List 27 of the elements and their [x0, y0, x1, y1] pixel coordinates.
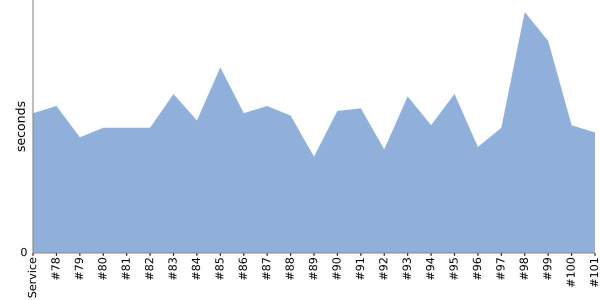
x-tick-label: #80: [98, 258, 106, 280]
x-tick-label: #82: [144, 258, 154, 280]
x-tick-label: #86: [238, 258, 247, 280]
x-tick-label: #101: [590, 258, 598, 287]
x-tick-label: Service: [28, 258, 36, 298]
x-tick-label: #94: [426, 258, 434, 280]
x-tick-label: #90: [332, 258, 341, 280]
x-tick-label: #99: [542, 258, 552, 280]
x-tick-label: #78: [51, 258, 60, 280]
x-tick-label: #96: [472, 258, 482, 280]
x-tick-label: #83: [168, 258, 177, 280]
x-tick-label: #79: [74, 258, 84, 280]
x-tick-label: #88: [285, 258, 294, 280]
y-axis-title: seconds: [15, 102, 26, 152]
x-tick-label: #81: [121, 258, 130, 280]
x-tick-label: #95: [449, 258, 458, 280]
x-tick-label: #92: [379, 258, 388, 280]
x-tick-label: #89: [308, 258, 318, 280]
x-tick-label: #97: [496, 258, 505, 280]
x-tick-label: #93: [402, 258, 411, 280]
text: 0: [21, 248, 27, 256]
x-tick-label: #85: [215, 258, 224, 280]
x-tick-label: #84: [192, 258, 200, 280]
x-tick-label: #100: [566, 258, 575, 287]
x-tick-label: #98: [520, 258, 528, 280]
x-tick-label: #87: [262, 258, 270, 280]
x-tick-label: #91: [356, 258, 364, 280]
